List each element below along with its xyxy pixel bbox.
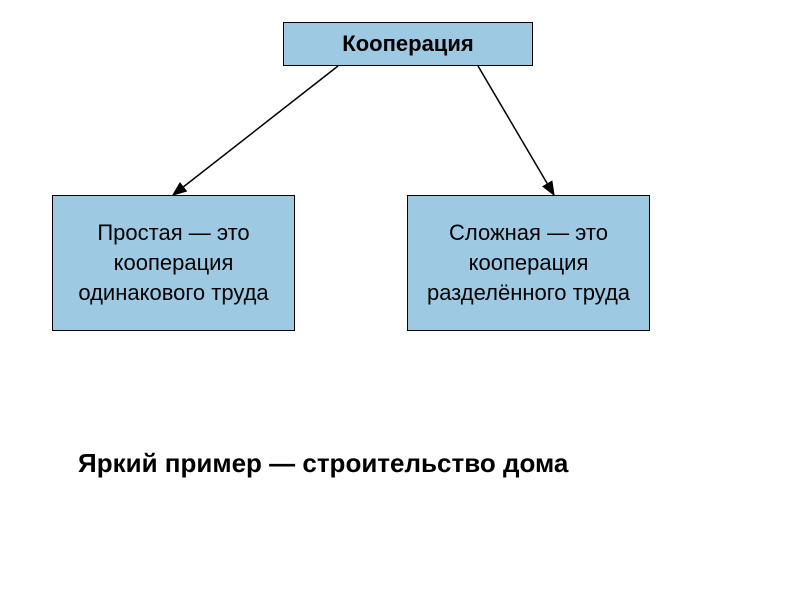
root-node: Кооперация (283, 22, 533, 66)
caption-label: Яркий пример — строительство дома (78, 448, 568, 478)
child-node-left-label: Простая — это кооперация одинакового тру… (65, 218, 282, 307)
child-node-right: Сложная — это кооперация разделённого тр… (407, 195, 650, 331)
edge-right (478, 66, 554, 195)
child-node-left: Простая — это кооперация одинакового тру… (52, 195, 295, 331)
child-node-right-label: Сложная — это кооперация разделённого тр… (420, 218, 637, 307)
cooperation-diagram: Кооперация Простая — это кооперация один… (0, 0, 800, 600)
edge-left (173, 66, 338, 195)
caption-text: Яркий пример — строительство дома (78, 448, 568, 479)
root-node-label: Кооперация (342, 31, 473, 57)
